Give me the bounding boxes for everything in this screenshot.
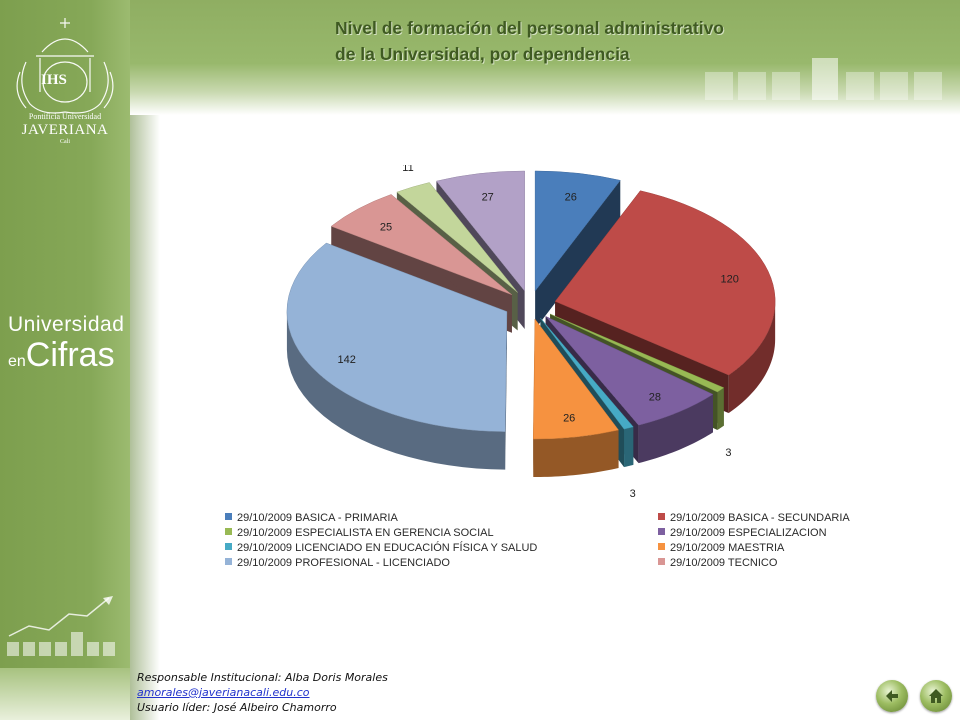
pie-slice-5 (533, 318, 619, 478)
pie-data-label-3: 28 (649, 392, 661, 404)
brand-line2: en (8, 353, 26, 370)
title-line2: de la Universidad, por dependencia (335, 44, 630, 64)
brand-line1: Universidad (8, 313, 125, 336)
logo-name-line2: JAVERIANA (21, 122, 109, 138)
legend-label-1: 29/10/2009 BASICA - SECUNDARIA (670, 512, 850, 524)
header-banner (130, 0, 960, 115)
legend-label-5: 29/10/2009 MAESTRIA (670, 542, 785, 554)
pie-data-label-1: 120 (721, 274, 739, 286)
legend-item-5: 29/10/2009 MAESTRIA (658, 541, 784, 556)
legend-item-6: 29/10/2009 PROFESIONAL - LICENCIADO (225, 556, 450, 571)
home-icon (929, 689, 943, 703)
brand-line3: Cifras (25, 336, 115, 374)
legend-swatch-5 (658, 543, 665, 550)
sidebar: IHS Pontificia Universidad JAVERIANA Cal… (0, 0, 130, 720)
legend-item-1: 29/10/2009 BASICA - SECUNDARIA (658, 511, 850, 526)
legend-item-0: 29/10/2009 BASICA - PRIMARIA (225, 511, 398, 526)
pie-data-label-9: 27 (482, 192, 494, 204)
pie-data-label-7: 25 (380, 221, 392, 233)
legend-swatch-4 (225, 543, 232, 550)
legend-swatch-0 (225, 513, 232, 520)
pie-data-label-8: 11 (402, 165, 413, 174)
logo-name-line3: Cali (60, 139, 70, 145)
pie-data-label-4: 3 (630, 488, 636, 500)
legend-swatch-1 (658, 513, 665, 520)
legend-item-7: 29/10/2009 TECNICO (658, 556, 777, 571)
legend-item-4: 29/10/2009 LICENCIADO EN EDUCACIÓN FÍSIC… (225, 541, 537, 556)
pie-slice-0 (534, 170, 621, 329)
title-line1: Nivel de formación del personal administ… (335, 18, 724, 38)
legend-item-2: 29/10/2009 ESPECIALISTA EN GERENCIA SOCI… (225, 526, 494, 541)
pie-slice-6 (286, 242, 508, 470)
sidebar-shadow (130, 0, 160, 720)
legend-label-7: 29/10/2009 TECNICO (670, 557, 778, 569)
logo-name-line1: Pontificia Universidad (28, 112, 102, 121)
footer-responsible: Responsable Institucional: Alba Doris Mo… (137, 671, 388, 684)
sidebar-footer-strip (0, 668, 130, 720)
legend-label-4: 29/10/2009 LICENCIADO EN EDUCACIÓN FÍSIC… (237, 542, 538, 554)
pie-data-label-2: 3 (725, 447, 731, 459)
home-button[interactable] (920, 680, 952, 712)
legend-label-3: 29/10/2009 ESPECIALIZACION (670, 527, 827, 539)
legend-item-3: 29/10/2009 ESPECIALIZACION (658, 526, 827, 541)
pie-chart: 26 120 3 28 3 26 142 25 11 27 (286, 165, 776, 500)
page-title: Nivel de formación del personal administ… (335, 15, 895, 67)
back-arrow-icon (886, 690, 898, 702)
footer-email-link[interactable]: amorales@javerianacali.edu.co (137, 686, 310, 699)
legend-swatch-6 (225, 558, 232, 565)
legend-label-0: 29/10/2009 BASICA - PRIMARIA (237, 512, 398, 524)
legend-label-6: 29/10/2009 PROFESIONAL - LICENCIADO (237, 557, 450, 569)
pie-data-label-5: 26 (563, 413, 575, 425)
legend-swatch-3 (658, 528, 665, 535)
footer-credits: Responsable Institucional: Alba Doris Mo… (137, 670, 388, 715)
legend-label-2: 29/10/2009 ESPECIALISTA EN GERENCIA SOCI… (237, 527, 494, 539)
pie-data-label-0: 26 (565, 192, 577, 204)
logo-initials: IHS (41, 72, 67, 88)
legend-swatch-2 (225, 528, 232, 535)
back-button[interactable] (876, 680, 908, 712)
pie-data-label-6: 142 (338, 354, 356, 366)
university-seal-icon (16, 18, 114, 114)
growth-chart-icon (7, 596, 115, 656)
legend-swatch-7 (658, 558, 665, 565)
brand-universidad-en-cifras: Universidad enCifras (8, 312, 124, 372)
footer-leader: Usuario líder: José Albeiro Chamorro (137, 701, 337, 714)
